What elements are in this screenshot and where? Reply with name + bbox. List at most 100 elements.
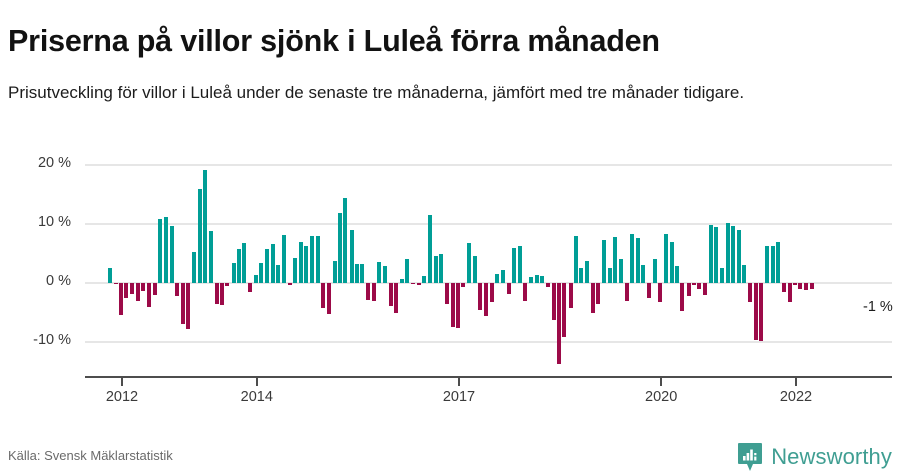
chart-bar	[388, 283, 393, 306]
chart-bar	[393, 283, 398, 313]
chart-bar	[259, 262, 264, 283]
gridline	[85, 341, 892, 343]
chart-bar	[349, 229, 354, 283]
newsworthy-logo: Newsworthy	[737, 442, 892, 472]
x-axis-tick	[660, 378, 663, 386]
chart-bar	[590, 283, 595, 313]
chart-bar	[169, 225, 174, 283]
page-subtitle: Prisutveckling för villor i Luleå under …	[8, 83, 745, 102]
chart-bar	[557, 283, 562, 364]
chart-bar	[181, 283, 185, 325]
chart-bar	[663, 234, 668, 283]
chart-bar	[461, 283, 466, 287]
chart-bar	[764, 245, 769, 283]
chart-bar	[309, 236, 314, 283]
chart-bar	[781, 283, 786, 292]
chart-bar	[495, 274, 500, 283]
chart-bar	[691, 283, 696, 285]
chart-bar	[562, 283, 567, 337]
chart-bar	[680, 283, 685, 312]
chart-bar	[472, 256, 477, 283]
chart-bar	[366, 283, 371, 300]
chart-bar	[338, 213, 343, 283]
chart-bar	[439, 253, 444, 283]
chart-bar	[400, 279, 405, 283]
chart-bar	[501, 270, 506, 283]
chart-bar	[231, 262, 236, 283]
chart-bar	[282, 234, 287, 283]
chart-bar	[725, 222, 730, 283]
chart-bar	[427, 214, 432, 283]
chart-bar	[518, 245, 522, 283]
chart-bar	[528, 277, 533, 283]
chart-bar	[141, 283, 146, 291]
chart-bar	[551, 283, 556, 320]
chart-bar	[456, 283, 460, 328]
chart-bar	[646, 283, 651, 298]
chart-bar	[152, 283, 157, 295]
chart-bar	[730, 225, 735, 283]
chart-bar	[484, 283, 489, 317]
chart-bar	[629, 234, 634, 283]
chart-bar	[607, 268, 612, 283]
chart-bar	[798, 283, 803, 289]
chart-bar	[332, 260, 337, 283]
chart-bar	[220, 283, 225, 305]
chart-bar	[703, 283, 708, 295]
chart-bar	[787, 283, 792, 303]
chart-bar	[248, 283, 253, 292]
chart-bar	[793, 283, 797, 286]
chart-bar	[119, 283, 123, 316]
y-axis-tick-label: -10 %	[33, 332, 71, 348]
chart-bar	[489, 283, 494, 303]
chart-plot-area	[85, 150, 892, 400]
chart-bar	[573, 235, 578, 283]
chart-bar	[422, 275, 427, 283]
chart-bar	[433, 255, 438, 283]
chart-bar	[315, 235, 320, 283]
chart-bar	[686, 283, 691, 296]
chart-bar	[697, 283, 702, 289]
chart-bar	[523, 283, 528, 301]
chart-bar	[467, 242, 472, 283]
chart-bar	[383, 266, 388, 283]
chart-bar	[242, 242, 247, 283]
chart-bar	[753, 283, 758, 341]
footer-divider	[0, 430, 900, 431]
y-axis-tick-label: 20 %	[37, 155, 71, 171]
chart-bar	[292, 257, 297, 283]
bar-chart-pin-icon	[738, 443, 763, 471]
chart-bar	[236, 248, 241, 283]
chart-bar	[405, 259, 410, 283]
chart-bar	[377, 262, 382, 283]
chart-bar	[652, 259, 657, 283]
chart-bar	[613, 236, 618, 283]
chart-bar	[174, 283, 179, 296]
chart-bar	[742, 264, 747, 283]
chart-bar	[720, 268, 725, 283]
chart-bar	[113, 283, 118, 285]
chart-bar	[360, 263, 365, 283]
last-value-label: -1 %	[863, 299, 893, 315]
chart-bar	[759, 283, 764, 342]
chart-bar	[585, 260, 590, 283]
chart-bar	[186, 283, 191, 330]
chart-bar	[747, 283, 752, 303]
chart-bar	[675, 266, 680, 283]
chart-bar	[635, 238, 640, 283]
chart-bar	[545, 283, 550, 288]
chart-bar	[164, 216, 169, 283]
chart-bar	[450, 283, 455, 327]
x-axis-tick	[795, 378, 797, 386]
chart-bar	[214, 283, 219, 304]
chart-bar	[304, 246, 309, 283]
chart-bar	[270, 244, 275, 283]
x-axis-tick-label: 2017	[442, 389, 476, 405]
chart-bar	[276, 265, 281, 283]
chart-bar	[191, 252, 196, 283]
x-axis-tick-label: 2012	[105, 389, 139, 405]
chart-bar	[253, 275, 258, 283]
chart-bar	[579, 268, 584, 283]
x-axis-tick	[255, 378, 258, 386]
